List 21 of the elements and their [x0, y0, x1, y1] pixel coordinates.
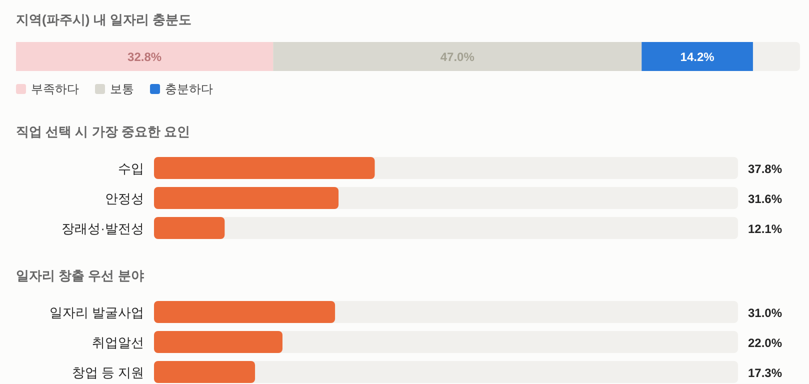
data-label: 37.8% — [748, 162, 782, 176]
y-tick-label: 수입 — [118, 161, 144, 176]
data-label: 14.2% — [680, 50, 715, 64]
y-tick-label: 취업알선 — [92, 335, 144, 350]
data-label: 22.0% — [748, 336, 782, 350]
y-tick-label: 일자리 발굴사업 — [49, 305, 144, 320]
y-tick-label: 장래성·발전성 — [62, 221, 144, 236]
data-label: 31.0% — [748, 306, 782, 320]
data-label: 47.0% — [440, 50, 475, 64]
data-label: 32.8% — [128, 50, 162, 64]
chart-title: 지역(파주시) 내 일자리 충분도 — [16, 12, 192, 27]
chart-title: 일자리 창출 우선 분야 — [16, 268, 144, 283]
y-tick-label: 안정성 — [105, 191, 144, 206]
y-tick-label: 창업 등 지원 — [72, 365, 144, 380]
legend-label: 충분하다 — [165, 82, 213, 96]
data-label: 31.6% — [748, 192, 782, 206]
chart-title: 직업 선택 시 가장 중요한 요인 — [16, 124, 190, 139]
legend-label: 보통 — [110, 82, 134, 96]
data-label: 12.1% — [748, 222, 782, 236]
legend-label: 부족하다 — [31, 82, 79, 96]
data-label: 17.3% — [748, 366, 782, 380]
